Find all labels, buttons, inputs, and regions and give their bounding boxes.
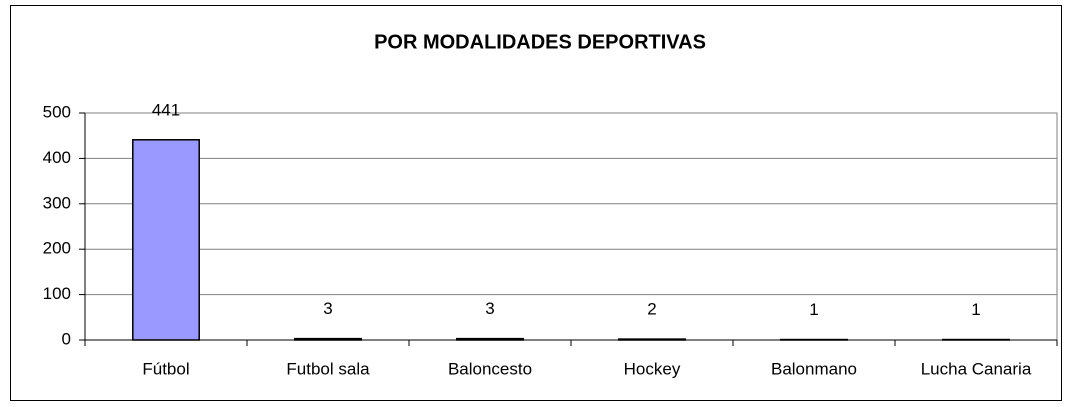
- x-tick-label: Hockey: [624, 359, 681, 378]
- bar: [132, 139, 200, 341]
- y-tick-label: 100: [43, 284, 71, 303]
- data-label: 3: [485, 299, 494, 318]
- bar: [294, 337, 362, 341]
- bar: [618, 338, 686, 341]
- data-label: 1: [971, 300, 980, 319]
- y-tick-label: 500: [43, 102, 71, 121]
- x-tick-label: Futbol sala: [286, 359, 370, 378]
- x-tick-label: Fútbol: [142, 359, 189, 378]
- x-tick-label: Baloncesto: [448, 359, 532, 378]
- data-label: 2: [647, 300, 656, 319]
- bar: [456, 337, 524, 341]
- data-label: 1: [809, 300, 818, 319]
- y-tick-label: 0: [62, 329, 71, 348]
- x-tick-label: Lucha Canaria: [921, 359, 1032, 378]
- y-tick-label: 400: [43, 148, 71, 167]
- data-label: 441: [152, 100, 180, 119]
- x-tick-label: Balonmano: [771, 359, 857, 378]
- y-tick-label: 200: [43, 239, 71, 258]
- plot-area: [84, 112, 1058, 341]
- chart-title: POR MODALIDADES DEPORTIVAS: [374, 31, 706, 53]
- y-tick-label: 300: [43, 193, 71, 212]
- data-label: 3: [323, 299, 332, 318]
